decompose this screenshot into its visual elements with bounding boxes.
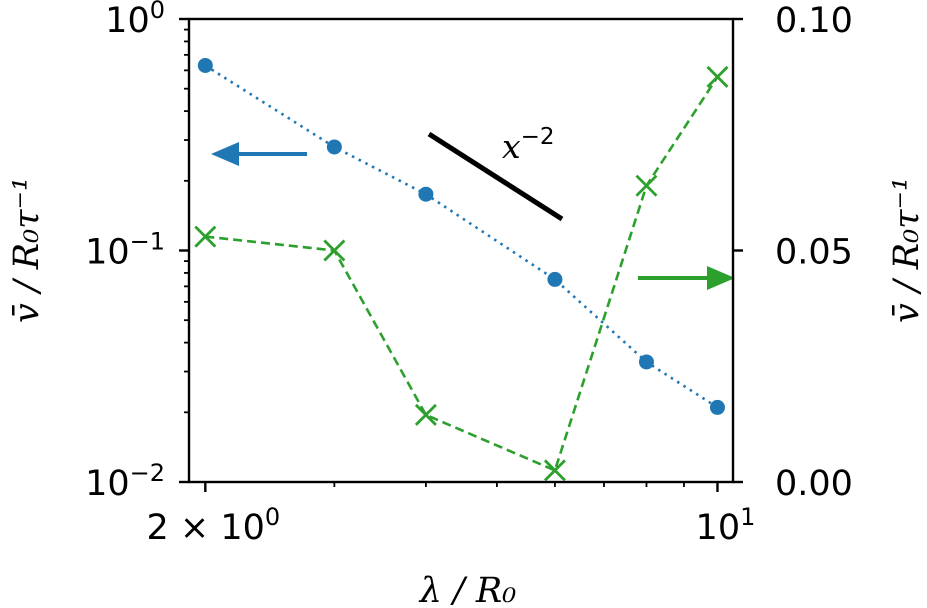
right-axis-arrow (638, 266, 735, 290)
series-2-point (706, 65, 729, 88)
slope-reference-line (427, 131, 564, 222)
left-axis-arrow (211, 142, 307, 166)
y-left-tick-label-base: 10 (105, 1, 150, 41)
annotation-layer: x−2 (211, 124, 735, 290)
x-marker-stroke (414, 403, 437, 426)
x-marker-stroke (194, 225, 217, 248)
x-tick-label-base: 10 (696, 508, 741, 548)
x-axis-title: λ / R₀ (418, 571, 517, 608)
arrow-head (211, 142, 239, 166)
y-left-tick-label: 10−2 (85, 459, 165, 504)
y-left-tick-label-exponent: −1 (130, 228, 165, 256)
series-2-point (414, 403, 437, 426)
y-left-tick-label: 10−1 (85, 228, 165, 273)
x-tick-label-exponent: 0 (265, 503, 280, 531)
series-layer (194, 57, 729, 482)
x-marker-stroke (543, 459, 566, 482)
series-2-point (543, 459, 566, 482)
y-left-tick-label: 100 (105, 0, 165, 41)
y-left-tick-label-exponent: −2 (130, 459, 165, 487)
series-1-point (326, 139, 342, 155)
series-2-point (635, 174, 658, 197)
x-tick-label: 2 × 100 (146, 503, 280, 548)
x-marker-stroke (706, 65, 729, 88)
slope-label-exponent: −2 (521, 124, 555, 150)
y-left-axis-title: v̄ / R₀τ⁻¹ (7, 177, 47, 323)
series-2-point (323, 239, 346, 262)
series-2-line (205, 76, 719, 473)
slope-label: x−2 (502, 124, 555, 166)
y-right-tick-label: 0.05 (775, 233, 853, 273)
series-2-point (194, 225, 217, 248)
x-marker-stroke (323, 239, 346, 262)
y-left-tick-label-base: 10 (85, 233, 130, 273)
x-tick-label-exponent: 1 (740, 503, 755, 531)
arrow-head (707, 266, 735, 290)
y-right-tick-label: 0.10 (775, 1, 853, 41)
series-1-line (204, 64, 719, 409)
slope-label-base: x (502, 127, 521, 166)
y-left-tick-label-base: 10 (85, 464, 130, 504)
series-1-point (197, 57, 213, 73)
y-left-tick-label-exponent: 0 (150, 0, 165, 24)
x-tick-label: 101 (696, 503, 756, 548)
series-1-point (418, 186, 434, 202)
series-1-point (709, 399, 725, 415)
y-right-tick-label: 0.00 (775, 464, 853, 504)
y-right-axis-title: v̄ / R₀τ⁻¹ (887, 177, 927, 323)
x-marker-stroke (635, 174, 658, 197)
plot-frame (187, 17, 735, 484)
series-1-point (638, 354, 654, 370)
series-1-point (547, 271, 563, 287)
x-tick-label-base: 2 × 10 (146, 508, 264, 548)
